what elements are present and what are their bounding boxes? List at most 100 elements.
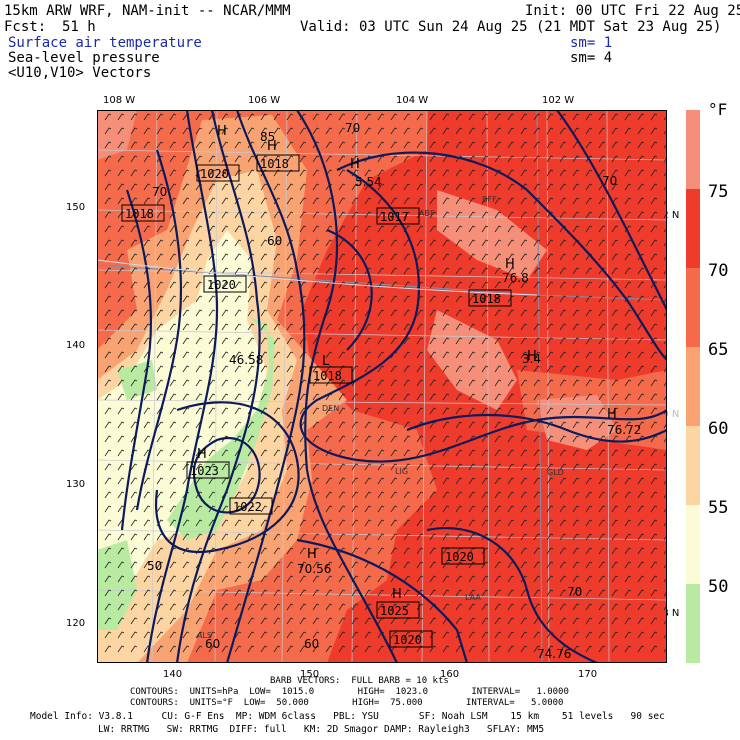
wind-barb (377, 393, 385, 401)
wind-barb (494, 645, 502, 653)
wind-barb (637, 393, 645, 401)
wind-barb (286, 463, 294, 471)
wind-barb (286, 141, 294, 149)
wind-barb (247, 491, 255, 499)
wind-barb (195, 365, 203, 373)
wind-barb (208, 603, 216, 611)
wind-barb (572, 603, 580, 611)
wind-barb (572, 631, 580, 639)
wind-barb (182, 239, 190, 247)
wind-barb (377, 435, 385, 443)
wind-barb (585, 491, 593, 499)
wind-barb (416, 127, 424, 135)
wind-barb (351, 211, 359, 219)
wind-barb (130, 141, 138, 149)
wind-barb (546, 645, 554, 653)
wind-barb (299, 631, 307, 639)
wind-barb (416, 519, 424, 527)
wind-barb (364, 141, 372, 149)
wind-barb (156, 491, 164, 499)
wind-barb (195, 533, 203, 541)
wind-barb (312, 127, 320, 135)
wind-barb (273, 351, 281, 359)
wind-barb (507, 449, 515, 457)
wind-barb (299, 253, 307, 261)
wind-barb (520, 379, 528, 387)
wind-barb (598, 351, 606, 359)
isobar-label: 1018 (468, 289, 512, 307)
wind-barb (338, 449, 346, 457)
wind-barb (104, 365, 112, 373)
wind-barb (247, 603, 255, 611)
wind-barb (195, 225, 203, 233)
wind-barb (546, 323, 554, 331)
wind-barb (481, 575, 489, 583)
wind-barb (624, 589, 632, 597)
wind-barb (260, 589, 268, 597)
wind-barb (130, 127, 138, 135)
wind-barb (650, 309, 658, 317)
wind-barb (390, 183, 398, 191)
temperature-pressure-map: 1018 1020 1018 1020 1018 1018 1023 1022 … (97, 110, 667, 663)
wind-barb (572, 477, 580, 485)
colorbar-swatch (686, 189, 700, 268)
wind-barb (520, 617, 528, 625)
wind-barb (221, 407, 229, 415)
wind-barb (390, 323, 398, 331)
wind-barb (650, 323, 658, 331)
wind-barb (663, 282, 667, 289)
wind-barb (507, 589, 515, 597)
wind-barb (377, 379, 385, 387)
wind-barb (585, 449, 593, 457)
wind-barb (650, 491, 658, 499)
wind-barb (182, 533, 190, 541)
wind-barb (130, 463, 138, 471)
wind-barb (598, 211, 606, 219)
wind-barb (494, 477, 502, 485)
field-temperature-smoothing: sm= 1 (570, 35, 613, 51)
wind-barb (481, 435, 489, 443)
wind-barb (585, 211, 593, 219)
wind-barb (611, 323, 619, 331)
wind-barb (533, 253, 541, 261)
value-label: 85 (260, 130, 275, 144)
wind-barb (390, 477, 398, 485)
wind-barb (273, 337, 281, 345)
wind-barb (351, 519, 359, 527)
wind-barb (624, 463, 632, 471)
wind-barb (338, 169, 346, 177)
wind-barb (442, 575, 450, 583)
wind-barb (559, 113, 567, 121)
lon-label-106w: 106 W (248, 95, 281, 106)
wind-barb (533, 113, 541, 121)
wind-barb (650, 603, 658, 611)
wind-barb (325, 631, 333, 639)
wind-barb (364, 351, 372, 359)
wind-barb (611, 337, 619, 345)
wind-barb (403, 295, 411, 303)
wind-barb (572, 337, 580, 345)
wind-barb (559, 547, 567, 555)
wind-barb (312, 631, 320, 639)
wind-barb (533, 281, 541, 289)
wind-barb (637, 575, 645, 583)
wind-barb (273, 407, 281, 415)
wind-barb (455, 141, 463, 149)
wind-barb (143, 183, 151, 191)
wind-barb (637, 617, 645, 625)
wind-barb (650, 617, 658, 625)
wind-barb (507, 337, 515, 345)
wind-barb (312, 519, 320, 527)
wind-barb (390, 379, 398, 387)
wind-barb (104, 617, 112, 625)
wind-barb (455, 155, 463, 163)
wind-barb (520, 533, 528, 541)
wind-barb (377, 407, 385, 415)
wind-barb (468, 211, 476, 219)
wind-barb (429, 267, 437, 275)
wind-barb (169, 421, 177, 429)
wind-barb (156, 393, 164, 401)
wind-barb (611, 155, 619, 163)
wind-barb (637, 365, 645, 373)
wind-barb (611, 309, 619, 317)
